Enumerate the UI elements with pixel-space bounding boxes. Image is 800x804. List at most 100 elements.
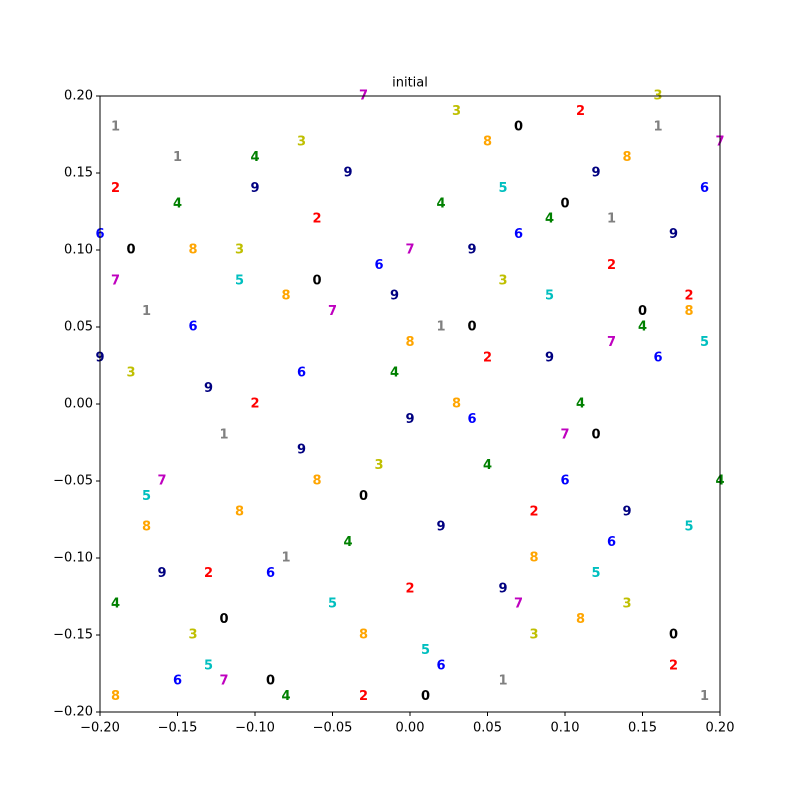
digit-point: 1	[653, 119, 662, 134]
digit-point: 4	[343, 535, 352, 550]
digit-point: 8	[188, 243, 197, 258]
digit-point: 6	[374, 258, 383, 273]
digit-point: 4	[390, 366, 399, 381]
digit-point: 8	[452, 397, 461, 412]
digit-point: 0	[359, 489, 368, 504]
chart-title: initial	[392, 76, 428, 91]
digit-point: 4	[173, 196, 182, 211]
digit-point: 8	[622, 150, 631, 165]
digit-point: 6	[653, 350, 662, 365]
y-tick-label: −0.05	[53, 474, 93, 489]
digit-point: 8	[684, 304, 693, 319]
digit-point: 4	[638, 320, 647, 335]
digit-point: 3	[374, 458, 383, 473]
digit-point: 9	[436, 520, 445, 535]
x-tick-label: −0.20	[80, 721, 120, 736]
digit-point: 5	[142, 489, 151, 504]
digit-point: 1	[498, 674, 507, 689]
digit-point: 1	[281, 551, 290, 566]
digit-point: 3	[529, 628, 538, 643]
digit-point: 4	[483, 458, 492, 473]
digit-point: 9	[498, 581, 507, 596]
digit-point: 6	[467, 412, 476, 427]
x-tick-label: 0.15	[628, 721, 657, 736]
digit-point: 2	[250, 397, 259, 412]
digit-point: 0	[591, 427, 600, 442]
digit-point: 0	[219, 612, 228, 627]
y-tick-label: 0.00	[64, 397, 93, 412]
digit-point: 0	[126, 243, 135, 258]
digit-point: 5	[545, 289, 554, 304]
digit-point: 7	[111, 273, 120, 288]
digit-point: 9	[669, 227, 678, 242]
digit-point: 9	[343, 166, 352, 181]
x-tick-label: 0.05	[473, 721, 502, 736]
digit-point: 5	[684, 520, 693, 535]
x-tick-label: −0.10	[235, 721, 275, 736]
digit-point: 8	[142, 520, 151, 535]
digit-point: 9	[622, 504, 631, 519]
digit-point: 4	[576, 397, 585, 412]
digit-point: 9	[467, 243, 476, 258]
digit-point: 9	[250, 181, 259, 196]
digit-point: 1	[142, 304, 151, 319]
digit-point: 5	[591, 566, 600, 581]
x-tick-label: 0.10	[551, 721, 580, 736]
x-tick-label: 0.00	[396, 721, 425, 736]
digit-point: 7	[328, 304, 337, 319]
digit-point: 2	[111, 181, 120, 196]
digit-point: 8	[111, 689, 120, 704]
digit-point: 7	[607, 335, 616, 350]
digit-point: 1	[173, 150, 182, 165]
y-tick-label: 0.15	[64, 166, 93, 181]
y-tick-label: −0.10	[53, 551, 93, 566]
digit-point: 9	[545, 350, 554, 365]
digit-point: 8	[235, 504, 244, 519]
digit-point: 6	[188, 320, 197, 335]
digit-point: 1	[219, 427, 228, 442]
digit-point: 2	[405, 581, 414, 596]
digit-point: 5	[498, 181, 507, 196]
digit-point: 7	[405, 243, 414, 258]
digit-point: 4	[250, 150, 259, 165]
digit-point: 5	[328, 597, 337, 612]
digit-point: 8	[576, 612, 585, 627]
digit-point: 0	[638, 304, 647, 319]
digit-point: 8	[405, 335, 414, 350]
digit-point: 6	[700, 181, 709, 196]
x-tick-label: −0.15	[158, 721, 198, 736]
digit-point: 0	[266, 674, 275, 689]
digit-point: 9	[297, 443, 306, 458]
digit-point: 3	[498, 273, 507, 288]
digit-point: 2	[312, 212, 321, 227]
plot-frame	[99, 95, 721, 713]
digit-point: 0	[514, 119, 523, 134]
digit-point: 6	[607, 535, 616, 550]
digit-point: 2	[607, 258, 616, 273]
digit-point: 2	[669, 658, 678, 673]
digit-point: 6	[514, 227, 523, 242]
digit-point: 7	[157, 474, 166, 489]
digit-point: 3	[126, 366, 135, 381]
digit-point: 4	[281, 689, 290, 704]
digit-point: 5	[421, 643, 430, 658]
digit-point: 6	[436, 658, 445, 673]
digit-point: 9	[204, 381, 213, 396]
digit-point: 8	[483, 135, 492, 150]
y-tick-label: −0.15	[53, 628, 93, 643]
digit-point: 8	[359, 628, 368, 643]
digit-point: 2	[359, 689, 368, 704]
digit-point: 2	[529, 504, 538, 519]
digit-point: 0	[421, 689, 430, 704]
digit-point: 5	[235, 273, 244, 288]
digit-point: 0	[467, 320, 476, 335]
digit-point: 4	[436, 196, 445, 211]
y-tick-label: 0.10	[64, 243, 93, 258]
digit-point: 3	[622, 597, 631, 612]
digit-point: 9	[591, 166, 600, 181]
digit-point: 1	[700, 689, 709, 704]
digit-point: 0	[669, 628, 678, 643]
digit-point: 7	[560, 427, 569, 442]
